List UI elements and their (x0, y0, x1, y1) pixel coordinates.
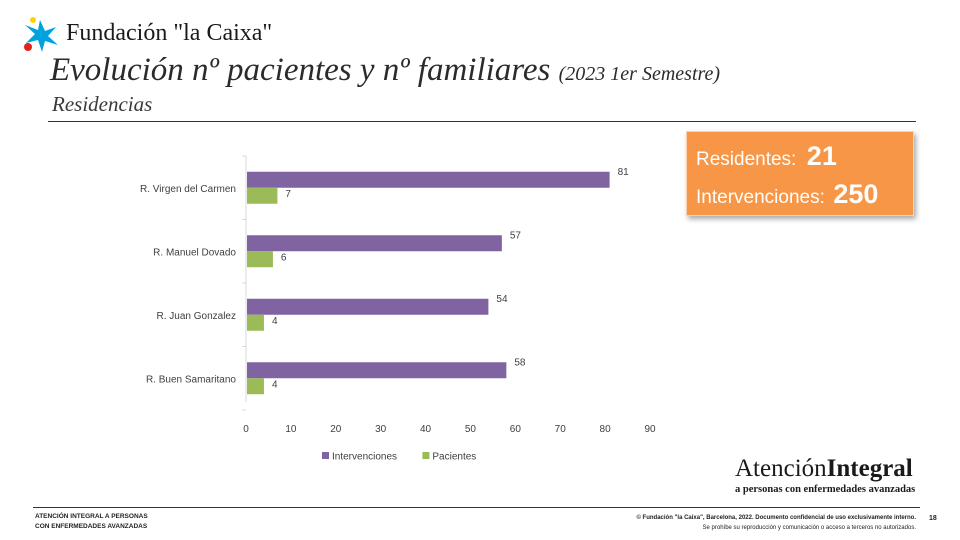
footer-left-line1: ATENCIÓN INTEGRAL A PERSONAS (35, 513, 148, 520)
bar-pacientes (247, 378, 264, 395)
x-tick-label: 30 (375, 424, 387, 435)
bar-pacientes (247, 187, 278, 204)
kpi-intervenciones-value: 250 (833, 179, 879, 209)
data-label-intervenciones: 54 (496, 294, 508, 305)
brand-name-part2: Integral (826, 455, 913, 482)
bar-intervenciones (247, 362, 507, 379)
category-label: R. Manuel Dovado (153, 247, 236, 258)
bar-intervenciones (247, 298, 489, 315)
brand-name: AtenciónIntegral (735, 455, 915, 483)
x-tick-label: 70 (555, 424, 567, 435)
data-label-intervenciones: 81 (618, 167, 630, 178)
kpi-residentes: Residentes: 21 (696, 141, 837, 172)
x-tick-label: 20 (330, 424, 342, 435)
page-title: Evolución nº pacientes y nº familiares (… (50, 52, 720, 89)
la-caixa-star-icon (24, 17, 58, 52)
category-label: R. Juan Gonzalez (157, 311, 237, 322)
brand-name-part1: Atención (735, 455, 827, 482)
data-label-pacientes: 7 (285, 189, 291, 200)
x-tick-label: 60 (510, 424, 522, 435)
page-subtitle: Residencias (52, 92, 153, 116)
logo-text: Fundación "la Caixa" (66, 20, 273, 46)
category-label: R. Virgen del Carmen (140, 184, 236, 195)
title-divider (48, 121, 916, 122)
bar-pacientes (247, 314, 264, 331)
fundacion-la-caixa-logo: Fundación "la Caixa" (20, 14, 272, 54)
bar-chart: R. Virgen del Carmen 81 7 R. Manuel Dovado 5… (140, 155, 656, 463)
x-tick-label: 40 (420, 424, 432, 435)
footer-copyright-line1: © Fundación "la Caixa", Barcelona, 2022.… (636, 515, 916, 521)
bar-pacientes (247, 251, 273, 268)
kpi-box: Residentes: 21 Intervenciones: 250 (686, 131, 914, 216)
category-label: R. Buen Samaritano (146, 374, 236, 385)
kpi-residentes-label: Residentes: (696, 149, 797, 170)
legend-label-intervenciones: Intervenciones (332, 452, 397, 463)
x-tick-label: 90 (644, 424, 656, 435)
legend-label-pacientes: Pacientes (432, 452, 476, 463)
x-tick-label: 0 (243, 424, 249, 435)
kpi-residentes-value: 21 (806, 141, 837, 171)
bar-intervenciones (247, 235, 502, 252)
footer-divider (33, 507, 920, 508)
atencion-integral-brand: AtenciónIntegral a personas con enfermed… (735, 455, 915, 495)
title-period: (2023 1er Semestre) (558, 63, 721, 85)
page-number: 18 (929, 515, 937, 522)
title-main: Evolución nº pacientes y nº familiares (50, 52, 551, 88)
data-label-intervenciones: 57 (510, 230, 522, 241)
data-label-intervenciones: 58 (514, 357, 526, 368)
legend-swatch-intervenciones (322, 452, 329, 459)
data-label-pacientes: 4 (272, 316, 278, 327)
kpi-intervenciones: Intervenciones: 250 (696, 179, 878, 210)
x-tick-label: 80 (600, 424, 612, 435)
kpi-intervenciones-label: Intervenciones: (696, 187, 825, 208)
data-label-pacientes: 6 (281, 252, 287, 263)
footer-copyright-line2: Se prohíbe su reproducción y comunicació… (702, 525, 916, 531)
bar-intervenciones (247, 171, 610, 188)
brand-tagline: a personas con enfermedades avanzadas (735, 484, 916, 495)
legend-swatch-pacientes (422, 452, 430, 459)
x-tick-label: 10 (285, 424, 297, 435)
footer-copyright: © Fundación "la Caixa", Barcelona, 2022.… (636, 513, 916, 533)
footer-left: ATENCIÓN INTEGRAL A PERSONAS CON ENFERME… (35, 512, 148, 532)
x-tick-label: 50 (465, 424, 477, 435)
data-label-pacientes: 4 (272, 379, 278, 390)
footer-left-line2: CON ENFERMEDADES AVANZADAS (35, 523, 148, 530)
